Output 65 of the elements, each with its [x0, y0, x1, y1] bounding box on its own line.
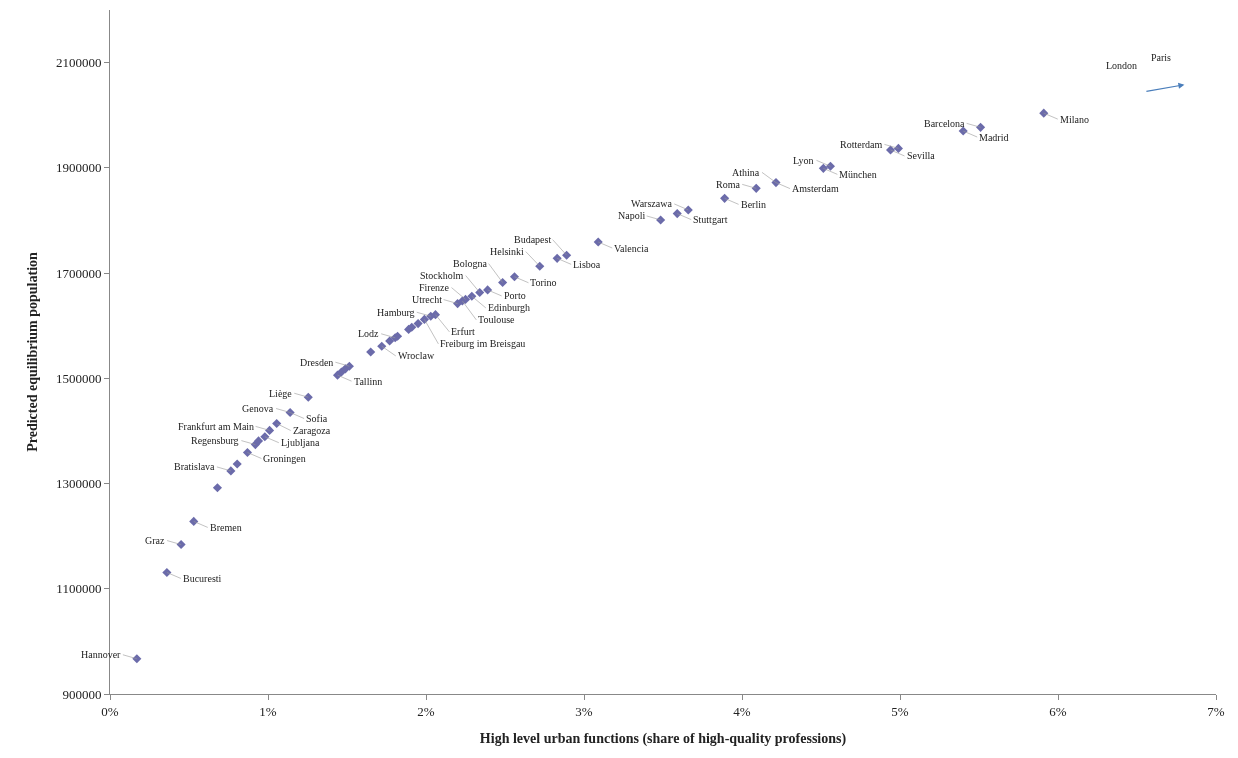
annotation: Bucuresti [183, 573, 222, 584]
annotation: Freiburg im Breisgau [440, 338, 526, 349]
x-tick-label: 7% [1207, 703, 1225, 719]
annotation: Firenze [419, 282, 450, 293]
annotation: Bremen [210, 522, 242, 533]
x-tick-label: 2% [417, 703, 435, 719]
x-tick-label: 1% [259, 703, 277, 719]
annotation: Hannover [81, 649, 122, 660]
annotation: Edinburgh [488, 302, 531, 313]
annotation: Madrid [979, 132, 1009, 143]
annotation: Genova [242, 403, 274, 414]
annotation: Tallinn [354, 376, 383, 387]
annotation: Zaragoza [293, 425, 331, 436]
y-tick-label: 1100000 [56, 581, 102, 597]
annotation: London [1106, 60, 1138, 71]
x-tick-label: 0% [101, 703, 119, 719]
x-tick-label: 5% [891, 703, 909, 719]
annotation: Milano [1060, 114, 1089, 125]
annotation: Sevilla [907, 150, 936, 161]
y-tick-label: 2100000 [55, 55, 102, 71]
annotation: Paris [1151, 52, 1172, 63]
annotation: Roma [716, 179, 741, 190]
annotation: Bratislava [174, 461, 216, 472]
annotation: Warszawa [631, 198, 673, 209]
y-tick-label: 1700000 [55, 265, 102, 281]
annotation: Liège [269, 388, 293, 399]
annotation: Utrecht [412, 294, 443, 305]
annotation: Helsinki [490, 246, 525, 257]
annotation: Regensburg [191, 435, 239, 446]
annotation: Torino [530, 277, 557, 288]
annotation: Stuttgart [693, 214, 728, 225]
annotation: Frankfurt am Main [178, 421, 255, 432]
y-tick-label: 1300000 [55, 476, 102, 492]
annotation: Lisboa [573, 259, 601, 270]
annotation: München [839, 169, 877, 180]
x-axis-title: High level urban functions (share of high-quality professions) [479, 730, 847, 747]
annotation: Wroclaw [398, 350, 436, 361]
annotation: Lodz [358, 328, 380, 339]
annotation: Budapest [514, 234, 552, 245]
y-axis-title: Predicted equilibrium population [24, 251, 40, 452]
annotation: Berlin [741, 199, 766, 210]
annotation: Stockholm [420, 270, 464, 281]
x-tick-label: 6% [1049, 703, 1067, 719]
annotation: Toulouse [478, 314, 516, 325]
x-tick-label: 4% [733, 703, 751, 719]
annotation: Dresden [300, 357, 334, 368]
y-tick-label: 1900000 [55, 160, 102, 176]
annotation: Valencia [614, 243, 649, 254]
annotation: Napoli [618, 210, 646, 221]
annotation: Groningen [263, 453, 306, 464]
annotation: Barcelona [924, 118, 966, 129]
annotation: Rotterdam [840, 139, 883, 150]
annotation: Ljubljana [281, 437, 320, 448]
x-tick-label: 3% [575, 703, 593, 719]
annotation: Erfurt [451, 326, 476, 337]
y-tick-label: 900000 [62, 686, 102, 702]
annotation: Sofia [306, 413, 328, 424]
annotation: Bologna [453, 258, 488, 269]
annotation: Graz [145, 535, 165, 546]
annotation: Athina [732, 167, 760, 178]
annotation: Porto [504, 290, 526, 301]
y-tick-label: 1500000 [55, 370, 102, 386]
annotation: Hamburg [377, 307, 415, 318]
annotation: Lyon [793, 155, 814, 166]
annotation: Amsterdam [792, 183, 839, 194]
